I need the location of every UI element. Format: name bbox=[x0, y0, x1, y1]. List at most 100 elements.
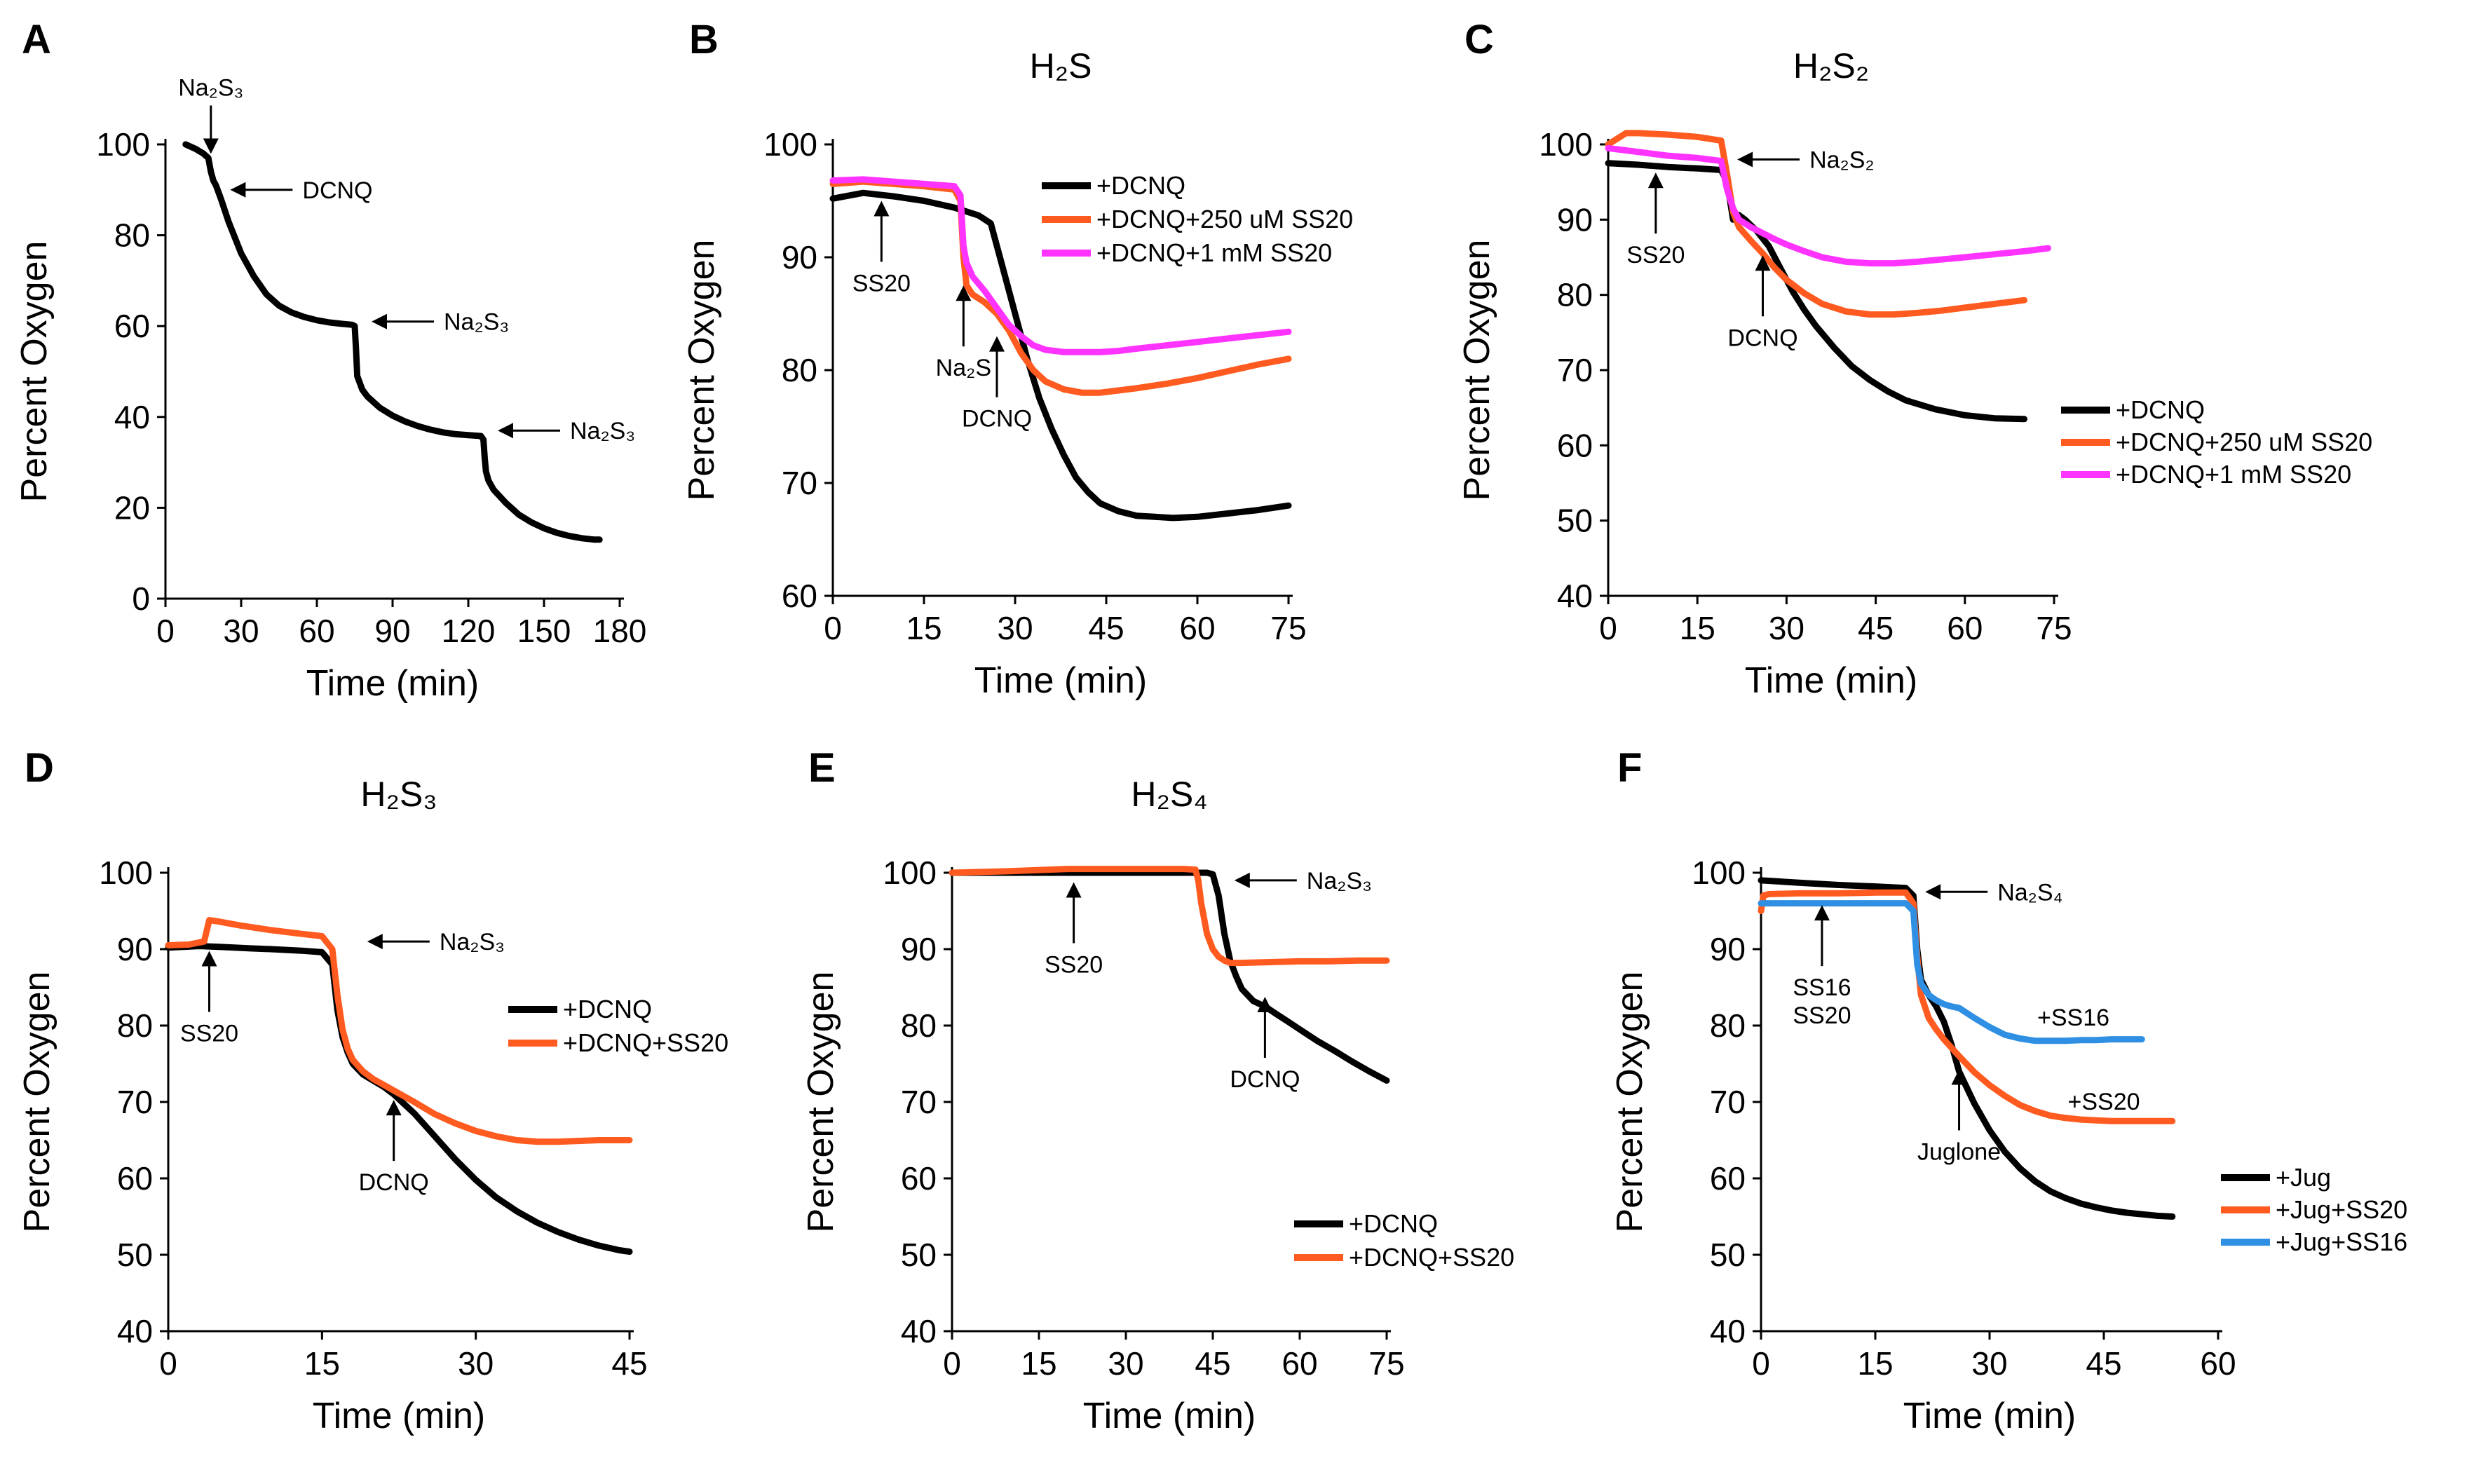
y-tick-label: 80 bbox=[1710, 1007, 1746, 1044]
arrow-head bbox=[1951, 1069, 1967, 1085]
y-tick-label: 80 bbox=[117, 1007, 153, 1044]
series-line-1 bbox=[949, 869, 1390, 1084]
y-tick-label: 60 bbox=[117, 1160, 153, 1197]
panel-d: D H₂S₃ 40 50 60 70 80 90 100 0 15 30 45 Time (min) Per… bbox=[17, 745, 728, 1436]
y-tick-label: 60 bbox=[114, 308, 150, 344]
y-tick-label: 50 bbox=[1710, 1237, 1746, 1273]
y-tick-label: 60 bbox=[1710, 1160, 1746, 1197]
y-tick-label: 60 bbox=[782, 578, 817, 614]
x-tick-label: 75 bbox=[1270, 610, 1306, 646]
arrow-head bbox=[498, 423, 513, 439]
arrow-head bbox=[367, 934, 383, 950]
y-tick-label: 50 bbox=[117, 1237, 153, 1273]
chart-title: H₂S₄ bbox=[1131, 775, 1207, 814]
x-tick-label: 0 bbox=[943, 1345, 961, 1382]
series-line-2 bbox=[1605, 130, 2028, 318]
x-tick-label: 0 bbox=[159, 1345, 177, 1382]
y-tick-label: 50 bbox=[1557, 503, 1593, 539]
legend-label: +Jug bbox=[2276, 1163, 2331, 1192]
x-tick-label: 30 bbox=[1108, 1345, 1143, 1382]
x-axis-label: Time (min) bbox=[1083, 1396, 1256, 1436]
x-tick-label: 60 bbox=[1282, 1345, 1317, 1382]
y-tick-label: 70 bbox=[1557, 352, 1593, 388]
series-line-1 bbox=[165, 943, 633, 1255]
annotation-label: Na₂S₃ bbox=[178, 74, 243, 101]
y-tick-label: 70 bbox=[901, 1084, 937, 1120]
y-tick-label: 20 bbox=[114, 489, 150, 526]
arrow-head bbox=[874, 200, 890, 217]
series-line-1 bbox=[1758, 877, 2176, 1220]
series-line-3 bbox=[1758, 900, 2145, 1044]
x-axis-label: Time (min) bbox=[313, 1396, 486, 1436]
annotation-label: Na₂S₃ bbox=[570, 418, 635, 444]
arrow-head bbox=[1066, 882, 1082, 898]
x-tick-label: 0 bbox=[824, 610, 842, 646]
annotation-label: DCNQ bbox=[962, 406, 1032, 433]
arrow-head bbox=[1814, 905, 1830, 921]
x-tick-label: 90 bbox=[374, 613, 410, 649]
y-tick-label: 70 bbox=[782, 465, 817, 501]
series-label: +SS20 bbox=[2067, 1089, 2140, 1115]
x-tick-label: 180 bbox=[593, 613, 647, 649]
chart-title: H₂S bbox=[1030, 46, 1092, 86]
x-tick-label: 60 bbox=[299, 613, 334, 649]
y-tick-label: 90 bbox=[1557, 201, 1593, 238]
arrow-head bbox=[203, 138, 219, 154]
panel-c: C H₂S₂ 40 50 60 70 80 90 100 0 15 30 45 60 75 Time (min… bbox=[1457, 17, 2372, 701]
arrow-head bbox=[1647, 172, 1664, 189]
y-tick-label: 80 bbox=[1557, 277, 1593, 313]
legend-label: +DCNQ+SS20 bbox=[563, 1028, 728, 1057]
series-line-3 bbox=[1605, 144, 2051, 267]
x-tick-label: 60 bbox=[1179, 610, 1215, 646]
x-tick-label: 120 bbox=[442, 613, 496, 649]
x-tick-label: 60 bbox=[1947, 610, 1983, 646]
series-line-1 bbox=[829, 189, 1292, 522]
x-tick-label: 75 bbox=[2036, 610, 2072, 646]
y-tick-label: 50 bbox=[901, 1237, 937, 1273]
arrow-head bbox=[230, 182, 246, 198]
y-axis-label: Percent Oxygen bbox=[14, 241, 55, 503]
series-line-3 bbox=[829, 176, 1292, 355]
annotation-label: Na₂S bbox=[936, 355, 991, 381]
panel-label: C bbox=[1464, 17, 1494, 62]
arrow-head bbox=[956, 285, 972, 301]
arrow-head bbox=[201, 951, 217, 967]
annotation-label: DCNQ bbox=[359, 1169, 429, 1196]
y-tick-label: 60 bbox=[901, 1160, 937, 1197]
panel-a: A 0 20 40 60 80 100 0 30 60 90 120 150 180 Time (min) P… bbox=[14, 17, 646, 704]
x-tick-label: 45 bbox=[1088, 610, 1124, 646]
chart-title: H₂S₃ bbox=[360, 775, 437, 814]
arrow-head bbox=[386, 1100, 402, 1116]
annotation-label: Na₂S₃ bbox=[440, 929, 505, 955]
x-tick-label: 75 bbox=[1368, 1345, 1404, 1382]
annotation-label: DCNQ bbox=[1230, 1066, 1300, 1093]
annotation-label: SS20 bbox=[1045, 951, 1103, 978]
y-tick-label: 40 bbox=[114, 399, 150, 435]
panel-label: E bbox=[808, 745, 836, 791]
x-tick-label: 30 bbox=[1769, 610, 1804, 646]
legend-label: +DCNQ bbox=[1096, 171, 1185, 200]
series-line-1 bbox=[182, 141, 603, 543]
panel-b: B H₂S 60 70 80 90 100 0 15 30 45 60 75 Time (min) Perc… bbox=[681, 17, 1353, 701]
y-tick-label: 90 bbox=[782, 239, 817, 275]
y-tick-label: 90 bbox=[901, 931, 937, 967]
y-tick-label: 0 bbox=[132, 580, 150, 617]
annotation-label: Juglone bbox=[1917, 1139, 2001, 1166]
y-axis-label: Percent Oxygen bbox=[1610, 972, 1650, 1233]
y-tick-label: 60 bbox=[1557, 427, 1593, 463]
y-tick-label: 100 bbox=[763, 126, 817, 163]
y-tick-label: 80 bbox=[114, 217, 150, 254]
arrow-head bbox=[1737, 151, 1753, 168]
legend-label: +DCNQ bbox=[2116, 395, 2205, 424]
legend-label: +DCNQ+1 mM SS20 bbox=[1096, 238, 1332, 267]
x-axis-label: Time (min) bbox=[974, 660, 1148, 701]
y-tick-label: 90 bbox=[1710, 931, 1746, 967]
y-tick-label: 100 bbox=[1692, 855, 1746, 891]
panel-label: A bbox=[22, 17, 51, 62]
panel-e: E H₂S₄ 40 50 60 70 80 90 100 0 15 30 45 60 75 Time (min… bbox=[801, 745, 1514, 1436]
x-tick-label: 30 bbox=[458, 1345, 494, 1382]
annotation-label: SS20 bbox=[1626, 242, 1685, 268]
series-line-1 bbox=[1605, 160, 2028, 423]
legend-label: +DCNQ+SS20 bbox=[1349, 1243, 1514, 1272]
y-tick-label: 40 bbox=[1557, 578, 1593, 614]
